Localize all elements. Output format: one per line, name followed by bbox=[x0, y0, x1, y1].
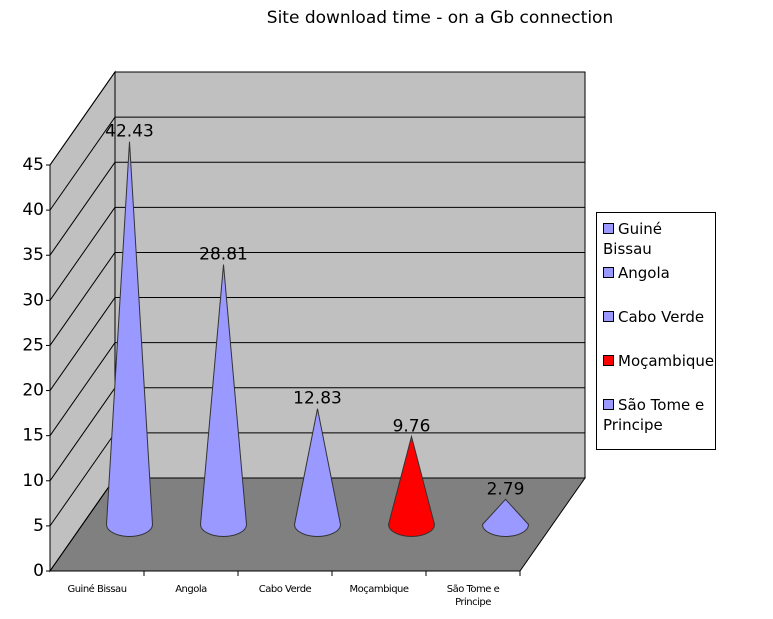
x-tick-label: Cabo Verde bbox=[258, 584, 312, 595]
cone bbox=[387, 434, 436, 537]
y-tick-label: 45 bbox=[22, 155, 44, 175]
y-tick-label: 30 bbox=[22, 290, 44, 310]
x-tick-label: São Tome e Principe bbox=[446, 584, 500, 608]
data-label: 2.79 bbox=[487, 479, 525, 499]
chart-title: Site download time - on a Gb connection bbox=[267, 8, 613, 28]
legend-swatch bbox=[603, 399, 614, 410]
cone bbox=[199, 264, 248, 537]
legend-label: Cabo Verde bbox=[618, 308, 705, 326]
x-tick-label: Moçambique bbox=[349, 584, 409, 595]
grid-line bbox=[49, 252, 116, 346]
y-tick-label: 35 bbox=[22, 245, 44, 265]
legend-label: Angola bbox=[618, 264, 670, 282]
x-tick-label: Guiné Bissau bbox=[67, 584, 127, 595]
cone bbox=[481, 498, 530, 537]
grid-line bbox=[49, 387, 116, 482]
data-label: 9.76 bbox=[393, 416, 431, 436]
cone bbox=[105, 141, 154, 537]
y-tick-label: 25 bbox=[22, 335, 44, 355]
grid-line bbox=[49, 477, 116, 572]
data-label: 42.43 bbox=[105, 122, 154, 142]
grid-line bbox=[49, 71, 116, 166]
legend-label: São Tome e Principe bbox=[603, 396, 705, 434]
grid-line bbox=[49, 297, 116, 391]
y-tick-label: 40 bbox=[22, 200, 44, 220]
x-tick-label: Angola bbox=[175, 584, 207, 595]
legend-label: Guiné Bissau bbox=[603, 220, 663, 258]
y-tick-label: 10 bbox=[22, 471, 44, 491]
legend-label: Moçambique bbox=[618, 352, 715, 370]
cone bbox=[293, 408, 342, 537]
y-tick-label: 15 bbox=[22, 426, 44, 446]
legend-swatch bbox=[603, 223, 614, 234]
grid-line bbox=[49, 161, 116, 256]
data-label: 12.83 bbox=[293, 389, 342, 409]
legend-item: São Tome e Principe bbox=[603, 395, 715, 435]
y-tick-label: 0 bbox=[33, 561, 44, 581]
legend-swatch bbox=[603, 267, 614, 278]
legend-item: Angola bbox=[603, 263, 715, 283]
y-tick-label: 5 bbox=[33, 516, 44, 536]
grid-line bbox=[49, 342, 116, 436]
legend-swatch bbox=[603, 355, 614, 366]
back-wall bbox=[114, 71, 586, 479]
legend-item: Moçambique bbox=[603, 351, 715, 371]
legend-item: Cabo Verde bbox=[603, 307, 715, 327]
y-tick-label: 20 bbox=[22, 381, 44, 401]
grid-line bbox=[49, 432, 116, 527]
grid-line bbox=[49, 116, 116, 211]
legend-swatch bbox=[603, 311, 614, 322]
legend-item: Guiné Bissau bbox=[603, 219, 715, 259]
legend: Guiné Bissau Angola Cabo Verde Moçambique Sã… bbox=[596, 212, 716, 450]
grid-line bbox=[49, 207, 116, 301]
data-label: 28.81 bbox=[199, 245, 248, 265]
